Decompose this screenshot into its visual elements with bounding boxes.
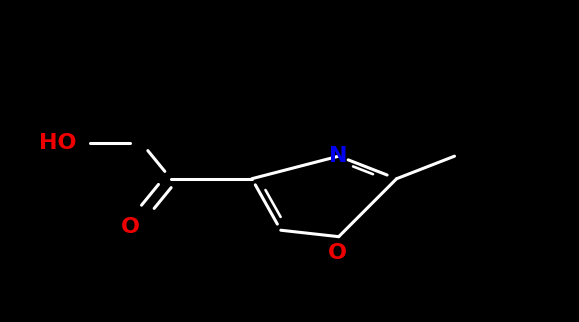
- Text: HO: HO: [39, 133, 76, 153]
- Text: O: O: [328, 243, 346, 263]
- Text: O: O: [121, 217, 140, 237]
- Text: N: N: [329, 146, 348, 166]
